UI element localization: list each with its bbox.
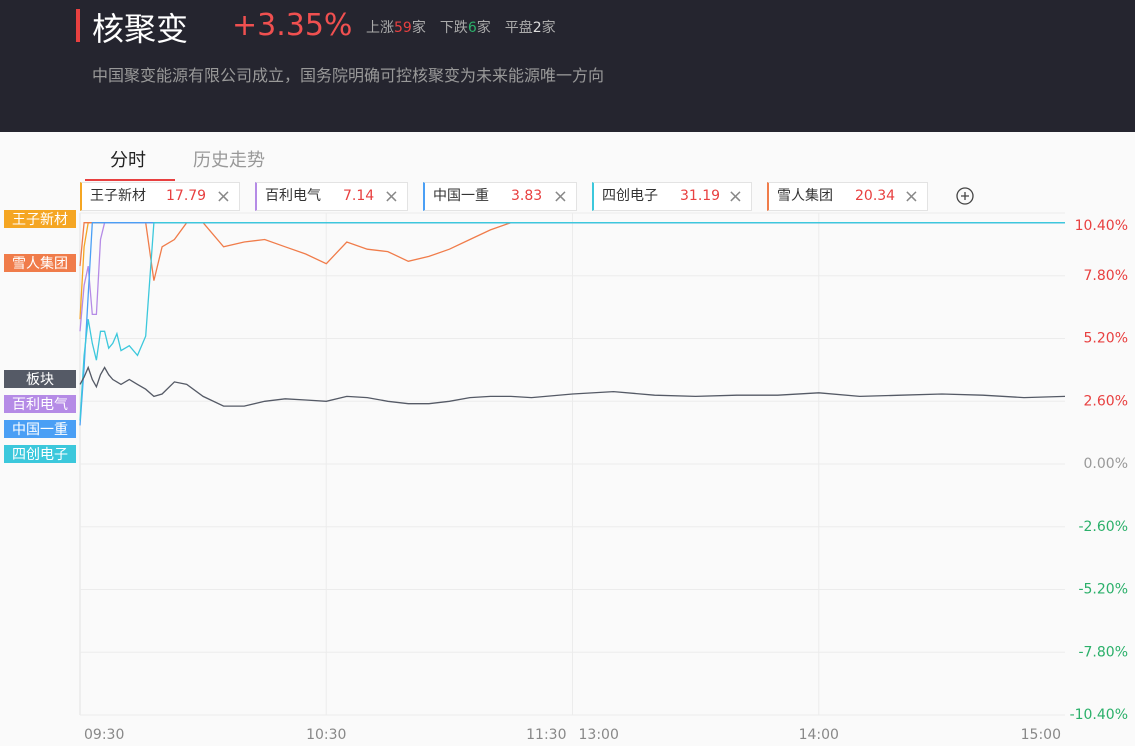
tab[interactable]: 分时 xyxy=(110,150,146,171)
chip-price: 3.83 xyxy=(511,188,543,204)
series-tag xyxy=(4,210,76,228)
stat: 平盘2家 xyxy=(505,20,556,36)
y-tick-label: 0.00% xyxy=(1084,456,1128,472)
header: 核聚变 +3.35% 上涨59家 下跌6家 平盘2家 中国聚变能源有限公司成立，国务… xyxy=(0,0,1135,132)
x-tick-label: 09:30 xyxy=(84,727,124,743)
series-tag-label: 中国一重 xyxy=(12,422,68,438)
stat-unit: 家 xyxy=(541,20,556,36)
x-tick-label: 11:30 xyxy=(526,727,566,743)
stat-label: 下跌 xyxy=(439,20,468,36)
tab[interactable]: 历史走势 xyxy=(193,150,265,171)
chip-close[interactable]: × xyxy=(727,186,743,207)
add-icon[interactable] xyxy=(956,187,974,205)
stat-unit: 家 xyxy=(476,20,491,36)
series-tag xyxy=(4,395,76,413)
stock-chip: 中国一重 3.83 × xyxy=(423,182,577,211)
stat: 上涨59家 xyxy=(366,20,426,36)
y-tick-label: 7.80% xyxy=(1084,268,1128,284)
stat-count: 2 xyxy=(532,20,542,36)
stats: 上涨59家 下跌6家 平盘2家 xyxy=(366,17,570,37)
series-tag-label: 雪人集团 xyxy=(12,255,68,272)
y-tick-label: -10.40% xyxy=(1070,707,1128,723)
series-line xyxy=(79,222,1065,421)
subtitle: 中国聚变能源有限公司成立，国务院明确可控核聚变为未来能源唯一方向 xyxy=(92,66,605,85)
stat-unit: 家 xyxy=(411,20,426,36)
x-tick-label: 14:00 xyxy=(799,727,839,743)
tab-underline xyxy=(85,179,175,181)
y-tick-label: -7.80% xyxy=(1078,644,1128,660)
chip-close[interactable]: × xyxy=(552,186,568,207)
stock-chip: 雪人集团 20.34 × xyxy=(767,182,928,211)
series-tag xyxy=(4,420,76,438)
series-tag xyxy=(4,445,76,463)
stat-count: 59 xyxy=(394,20,412,36)
chip-name: 中国一重 xyxy=(433,188,489,204)
x-tick-label: 10:30 xyxy=(306,727,346,743)
stock-chip: 王子新材 17.79 × xyxy=(80,182,240,211)
chip-close[interactable]: × xyxy=(903,186,919,207)
y-tick-label: -5.20% xyxy=(1078,582,1128,598)
stat-count: 6 xyxy=(467,20,477,36)
x-tick-label: 13:00 xyxy=(579,727,619,743)
y-tick-label: -2.60% xyxy=(1078,519,1128,535)
series-tag-label: 板块 xyxy=(26,372,54,388)
change: +3.35% xyxy=(232,8,353,43)
series-line xyxy=(79,365,1066,407)
y-tick-label: 10.40% xyxy=(1075,218,1128,234)
title: 核聚变 xyxy=(92,10,189,48)
chip-close[interactable]: × xyxy=(383,186,399,207)
stat: 下跌6家 xyxy=(440,20,491,36)
series-tag-label: 王子新材 xyxy=(12,212,68,228)
stat-label: 平盘 xyxy=(504,20,533,36)
series-tag-label: 四创电子 xyxy=(12,447,68,463)
stat-label: 上涨 xyxy=(366,20,394,36)
chip-close[interactable]: × xyxy=(215,186,231,207)
x-tick-label: 15:00 xyxy=(1021,727,1061,743)
chip-name: 四创电子 xyxy=(602,188,658,204)
chip-name: 王子新材 xyxy=(90,188,146,204)
chip-name: 百利电气 xyxy=(265,188,321,204)
chip-name: 雪人集团 xyxy=(777,188,833,204)
chip-price: 17.79 xyxy=(166,188,207,204)
stock-chip: 百利电气 7.14 × xyxy=(255,182,408,211)
series-tag-label: 百利电气 xyxy=(12,397,68,413)
y-tick-label: 2.60% xyxy=(1084,393,1128,409)
chip-price: 20.34 xyxy=(855,188,896,204)
y-tick-label: 5.20% xyxy=(1084,331,1128,347)
series-tag xyxy=(4,254,76,272)
add-icon-plus xyxy=(961,192,969,200)
accent-bar xyxy=(76,9,80,42)
chip-price: 31.19 xyxy=(680,188,721,204)
series-tag xyxy=(4,370,76,388)
chip-price: 7.14 xyxy=(343,188,375,204)
stock-chip: 四创电子 31.19 × xyxy=(592,182,752,211)
